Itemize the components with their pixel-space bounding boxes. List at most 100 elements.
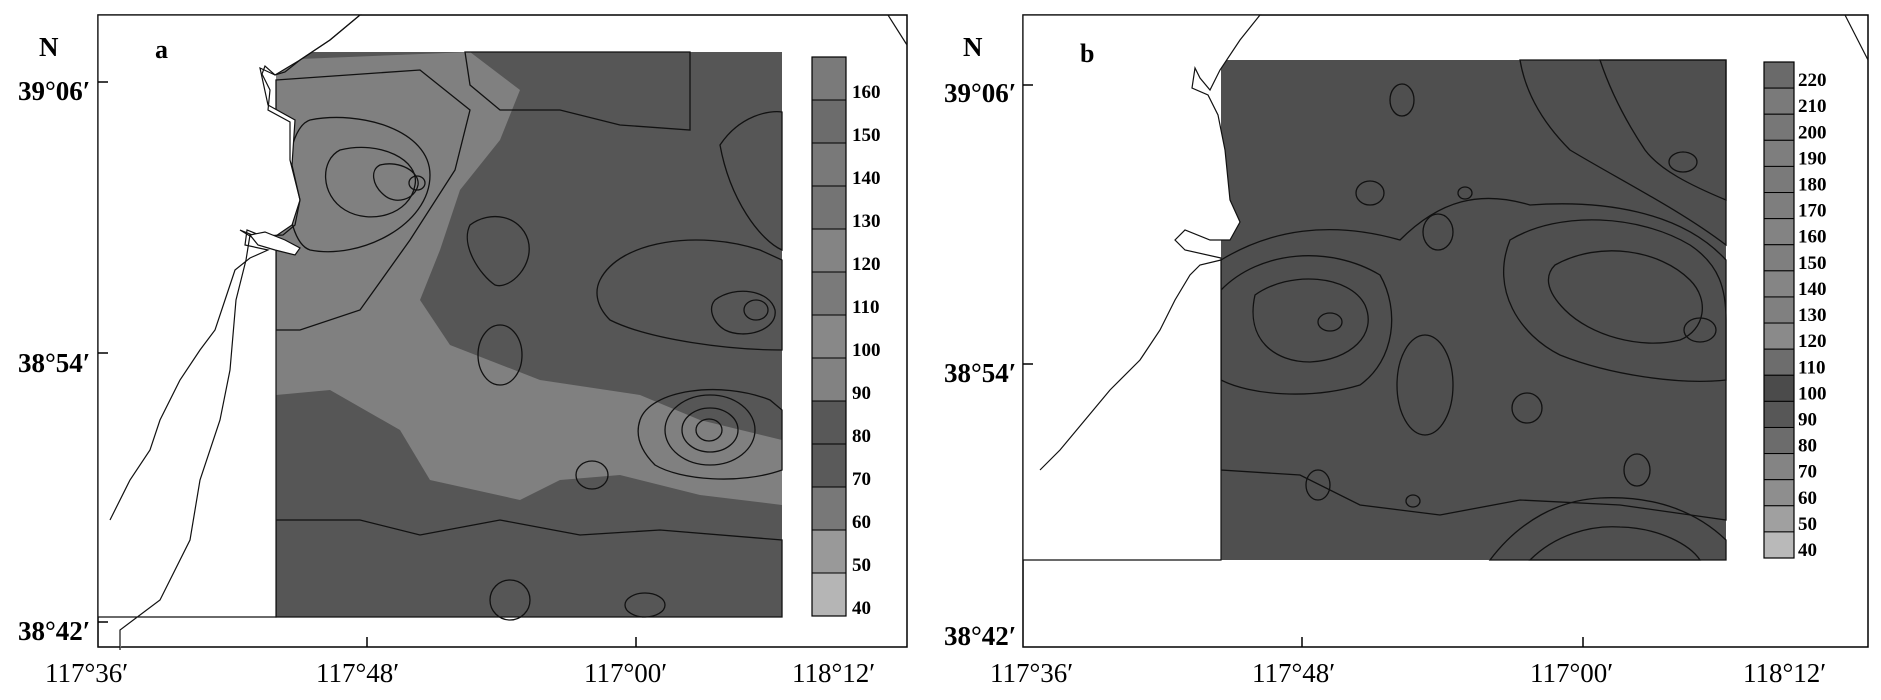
contour-region-b bbox=[1355, 180, 1385, 206]
colorbar-tick-label: 120 bbox=[852, 254, 881, 275]
contour-region-a bbox=[743, 299, 769, 321]
contour-region-a bbox=[477, 324, 523, 386]
island-a bbox=[248, 231, 301, 256]
contour-region-a bbox=[324, 146, 416, 218]
colorbar-a: 160 150 140 130 120 110 100 90 80 70 60 50 40 bbox=[811, 56, 881, 619]
colorbar-tick-label: 50 bbox=[1798, 514, 1817, 535]
lat-ticks-b: 39°06′ 38°54′ 38°42′ bbox=[944, 78, 1033, 651]
colorbar-swatch bbox=[1763, 505, 1795, 533]
colorbar-frame bbox=[1763, 61, 1795, 559]
colorbar-swatch bbox=[1763, 400, 1795, 428]
contour-region-a bbox=[275, 69, 471, 331]
colorbar-swatch bbox=[1763, 87, 1795, 115]
contour-region-a bbox=[637, 389, 783, 480]
contour-region-a bbox=[489, 579, 531, 621]
contour-region-a bbox=[624, 592, 666, 618]
colorbar-swatch bbox=[1763, 270, 1795, 298]
colorbar-tick-label: 150 bbox=[1798, 253, 1827, 274]
contour-region-b bbox=[1623, 453, 1651, 487]
colorbar-swatch bbox=[1763, 322, 1795, 350]
colorbar-frame bbox=[811, 56, 847, 617]
colorbar-swatch bbox=[811, 443, 847, 488]
panel-label-b: b bbox=[1080, 39, 1094, 68]
colorbar-tick-label: 130 bbox=[852, 211, 881, 232]
contour-region-b bbox=[1220, 197, 1727, 521]
contour-region-b bbox=[1396, 334, 1454, 436]
colorbar-swatch bbox=[1763, 192, 1795, 220]
contour-region-a bbox=[681, 407, 739, 453]
colorbar-tick-label: 190 bbox=[1798, 148, 1827, 169]
contour-region-a bbox=[719, 110, 783, 252]
colorbar-tick-label: 70 bbox=[852, 469, 871, 490]
colorbar-swatch bbox=[1763, 218, 1795, 246]
lon-tick-label: 117°48′ bbox=[316, 658, 399, 688]
colorbar-swatch bbox=[1763, 453, 1795, 481]
colorbar-tick-label: 70 bbox=[1798, 462, 1817, 483]
colorbar-tick-label: 100 bbox=[852, 340, 881, 361]
colorbar-tick-label: 180 bbox=[1798, 175, 1827, 196]
lat-tick-label: 38°54′ bbox=[18, 348, 90, 378]
colorbar-tick-label: 90 bbox=[1798, 409, 1817, 430]
colorbar-tick-label: 80 bbox=[1798, 436, 1817, 457]
colorbar-tick-label: 160 bbox=[852, 82, 881, 103]
contour-region-a bbox=[275, 519, 783, 618]
contour-region-a bbox=[596, 239, 783, 351]
colorbar-swatch bbox=[811, 529, 847, 574]
colorbar-tick-label: 170 bbox=[1798, 201, 1827, 222]
colorbar-tick-label: 130 bbox=[1798, 305, 1827, 326]
contour-region-b bbox=[1317, 312, 1343, 332]
contour-region-b bbox=[1547, 250, 1703, 344]
colorbar-tick-label: 50 bbox=[852, 555, 871, 576]
lon-tick-label: 117°48′ bbox=[1252, 658, 1335, 688]
lat-tick-label: 38°42′ bbox=[944, 621, 1016, 651]
colorbar-tick-label: 140 bbox=[852, 168, 881, 189]
colorbar-tick-label: 120 bbox=[1798, 331, 1827, 352]
lon-tick-label: 117°00′ bbox=[1530, 658, 1613, 688]
contour-region-a bbox=[695, 418, 723, 442]
lat-ticks-a: 39°06′ 38°54′ 38°42′ bbox=[18, 76, 108, 646]
contour-region-b bbox=[1519, 59, 1727, 247]
contour-region-b bbox=[1389, 83, 1415, 117]
contour-region-b bbox=[1683, 317, 1717, 343]
contour-region-b bbox=[1503, 219, 1727, 382]
lon-ticks-b: 117°36′ 117°48′ 117°00′ 118°12′ bbox=[990, 637, 1826, 688]
panel-label-a: a bbox=[155, 35, 168, 64]
colorbar-tick-label: 200 bbox=[1798, 122, 1827, 143]
colorbar-tick-label: 40 bbox=[1798, 540, 1817, 561]
colorbar-tick-label: 220 bbox=[1798, 70, 1827, 91]
colorbar-swatch bbox=[1763, 61, 1795, 89]
colorbar-swatch bbox=[1763, 479, 1795, 507]
colorbar-tick-label: 80 bbox=[852, 426, 871, 447]
colorbar-tick-label: 210 bbox=[1798, 96, 1827, 117]
coastline-corner-a bbox=[887, 14, 908, 46]
contour-region-a bbox=[664, 394, 756, 466]
colorbar-tick-label: 90 bbox=[852, 383, 871, 404]
lat-tick-label: 38°54′ bbox=[944, 358, 1016, 388]
colorbar-tick-label: 60 bbox=[1798, 488, 1817, 509]
contour-region-b bbox=[1305, 469, 1331, 501]
panel-a: 160 150 140 130 120 110 100 90 80 70 60 50 40 N a 39… bbox=[18, 14, 908, 688]
colorbar-swatch bbox=[1763, 139, 1795, 167]
field-background-b bbox=[1221, 60, 1726, 560]
colorbar-swatch bbox=[811, 400, 847, 445]
contour-region-b bbox=[1220, 255, 1393, 395]
contour-region-b bbox=[1457, 186, 1473, 200]
lon-ticks-a: 117°36′ 117°48′ 117°00′ 118°12′ bbox=[45, 637, 875, 688]
contour-region-a bbox=[408, 175, 426, 191]
colorbar-swatch bbox=[811, 99, 847, 144]
colorbar-swatch bbox=[811, 185, 847, 230]
colorbar-tick-label: 60 bbox=[852, 512, 871, 533]
colorbar-swatch bbox=[811, 314, 847, 359]
colorbar-tick-label: 110 bbox=[1798, 357, 1825, 378]
contour-region-b bbox=[1511, 392, 1543, 424]
contour-region-a bbox=[711, 290, 776, 335]
colorbar-swatch bbox=[811, 572, 847, 617]
colorbar-swatch bbox=[1763, 426, 1795, 455]
colorbar-swatch bbox=[811, 228, 847, 273]
colorbar-swatch bbox=[811, 142, 847, 187]
colorbar-tick-label: 160 bbox=[1798, 227, 1827, 248]
north-label-a: N bbox=[39, 32, 59, 62]
colorbar-tick-label: 140 bbox=[1798, 279, 1827, 300]
contour-field-a bbox=[275, 51, 783, 621]
